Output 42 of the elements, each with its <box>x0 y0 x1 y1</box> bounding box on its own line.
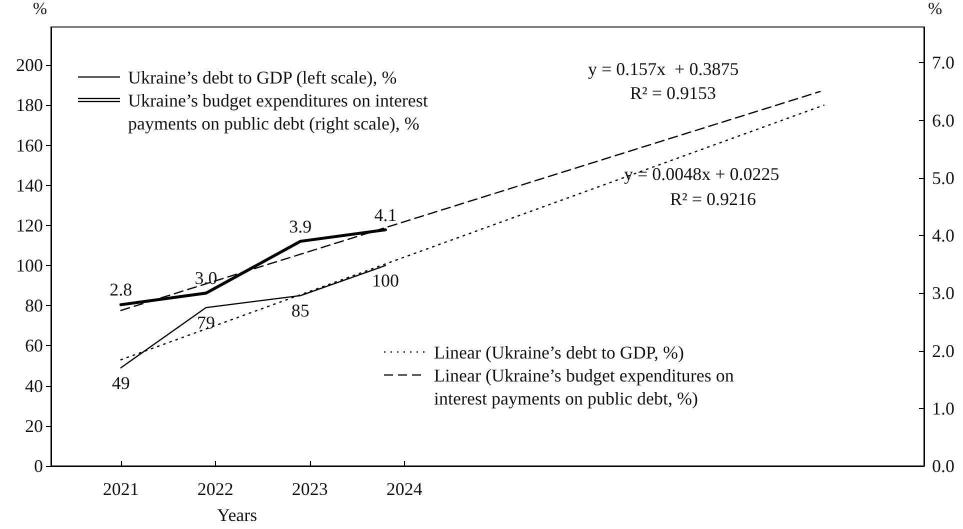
y2-tick-label: 3.0 <box>932 283 954 304</box>
y2-tick-label: 2.0 <box>932 340 954 361</box>
x-tick-label: 2021 <box>102 479 139 499</box>
data-label: 49 <box>112 372 130 393</box>
y2-tick-label: 0.0 <box>932 456 954 476</box>
y-tick-label: 80 <box>25 296 43 316</box>
y-tick-label: 40 <box>25 376 43 396</box>
data-label: 2.8 <box>110 280 132 300</box>
legend-label: Ukraine’s budget expenditures on interest payments on public debt (right scale), % <box>128 90 432 134</box>
y2-tick-label: 5.0 <box>932 168 954 188</box>
legend-label: Linear (Ukraine’s budget expenditures on interest payments on public debt, %) <box>434 366 738 408</box>
x-tick-label: 2023 <box>292 479 328 499</box>
data-label: 4.1 <box>374 204 397 225</box>
data-label: 100 <box>372 270 399 291</box>
annotation: y = 0.157x + 0.3875 <box>588 59 739 79</box>
legend-label: Ukraine’s debt to GDP (left scale), % <box>128 68 397 88</box>
y-tick-label: 180 <box>16 95 43 116</box>
data-label: 85 <box>291 300 310 321</box>
data-label: 3.0 <box>194 268 218 288</box>
y-tick-label: 100 <box>16 256 43 276</box>
y-tick-label: 160 <box>16 135 43 156</box>
y2-tick-label: 4.0 <box>932 226 954 246</box>
annotation: y = 0.0048x + 0.0225 <box>624 164 780 184</box>
y2-axis-title: % <box>928 0 942 18</box>
y-tick-label: 200 <box>16 55 43 76</box>
y-axis-title: % <box>32 0 47 18</box>
y-tick-label: 60 <box>25 336 43 356</box>
data-label: 79 <box>196 312 215 333</box>
x-tick-label: 2024 <box>386 479 422 499</box>
y-tick-label: 120 <box>16 215 43 236</box>
x-axis-title: Years <box>217 505 258 525</box>
y-tick-label: 0 <box>34 456 43 476</box>
annotation: R² = 0.9153 <box>630 83 716 103</box>
y2-tick-label: 1.0 <box>932 398 954 418</box>
data-label: 3.9 <box>289 216 312 236</box>
annotation: R² = 0.9216 <box>670 189 756 209</box>
x-tick-label: 2022 <box>197 479 234 499</box>
y2-tick-label: 6.0 <box>932 110 954 130</box>
y-tick-label: 140 <box>16 175 43 196</box>
legend-label: Linear (Ukraine’s debt to GDP, %) <box>434 342 684 362</box>
y-tick-label: 20 <box>25 416 43 436</box>
y2-tick-label: 7.0 <box>932 52 954 73</box>
